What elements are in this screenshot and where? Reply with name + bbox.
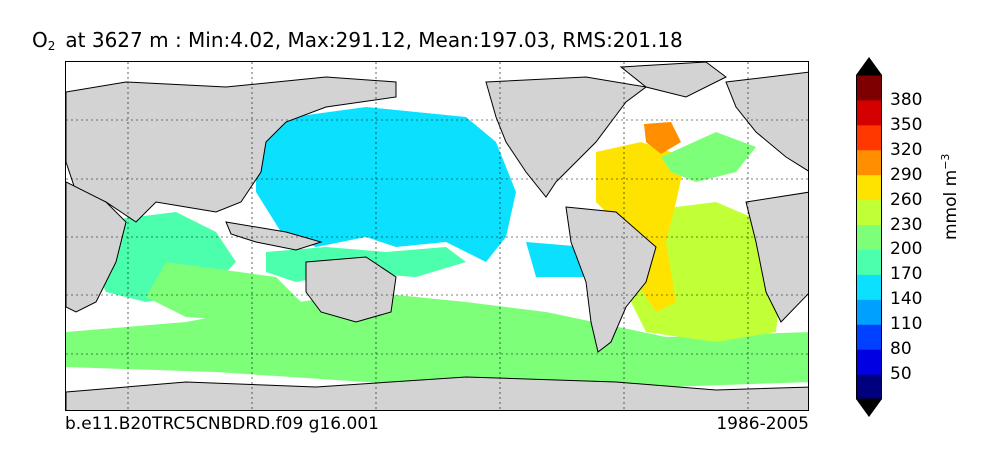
land-africa [66,181,127,313]
colorbar-tick-label: 320 [890,139,923,160]
colorbar-segment [856,149,882,176]
atlantic-mid-band [661,132,756,182]
land-masses [66,62,808,410]
atlantic-high-band [644,122,681,154]
land-africa-east [745,191,808,323]
years-caption: 1986-2005 [716,414,809,434]
run-id-caption: b.e11.B20TRC5CNBDRD.f09 g16.001 [65,414,379,434]
atlantic-north-band [596,142,686,312]
colorbar-segment [856,99,882,126]
title-sub: 2 [47,39,56,53]
colorbar-tick-label: 380 [890,89,923,110]
colorbar-tick-label: 200 [890,239,923,260]
colorbar-segment [856,174,882,201]
colorbar-tick-label: 260 [890,189,923,210]
colorbar-max-arrow [856,57,882,75]
colorbar-segment [856,124,882,151]
colorbar [856,57,882,417]
colorbar-tick-label: 290 [890,164,923,185]
ocean-map [65,61,809,411]
graticule [66,62,808,410]
colorbar-tick-label: 80 [890,339,912,360]
unit-exp: −3 [939,153,953,170]
colorbar-segment [856,75,882,101]
map-canvas [66,62,808,410]
unit-prefix: mmol m [940,169,961,240]
land-greenland [619,62,727,98]
land-antarctica [66,376,808,410]
pacific-east-band [526,242,586,277]
title-var: O [32,28,48,52]
south-indian-band [146,262,306,322]
colorbar-tick-label: 110 [890,314,923,335]
colorbar-segment [856,274,882,300]
colorbar-tick-label: 230 [890,214,923,235]
colorbar-tick-label: 350 [890,114,923,135]
colorbar-segment [856,224,882,250]
colorbar-min-arrow [856,399,882,417]
land-australia [305,256,397,323]
pacific-north-band [256,107,516,262]
colorbar-segment [856,199,882,226]
colorbar-unit: mmol m−3 [939,154,961,240]
colorbar-segment [856,299,882,325]
land-indonesia [225,221,323,251]
colorbar-tick-label: 50 [890,364,912,385]
colorbar-segment [856,324,882,350]
colorbar-tick-label: 170 [890,264,923,285]
title-rest: at 3627 m : Min:4.02, Max:291.12, Mean:1… [65,28,683,52]
colorbar-border [856,74,882,400]
land-europe [725,71,808,172]
land-south-america [565,206,657,353]
colorbar-tick-label: 140 [890,289,923,310]
colorbar-segment [856,349,882,375]
map-title: O2 at 3627 m : Min:4.02, Max:291.12, Mean… [32,28,683,53]
colorbar-segment [856,374,882,400]
colorbar-segment [856,249,882,275]
